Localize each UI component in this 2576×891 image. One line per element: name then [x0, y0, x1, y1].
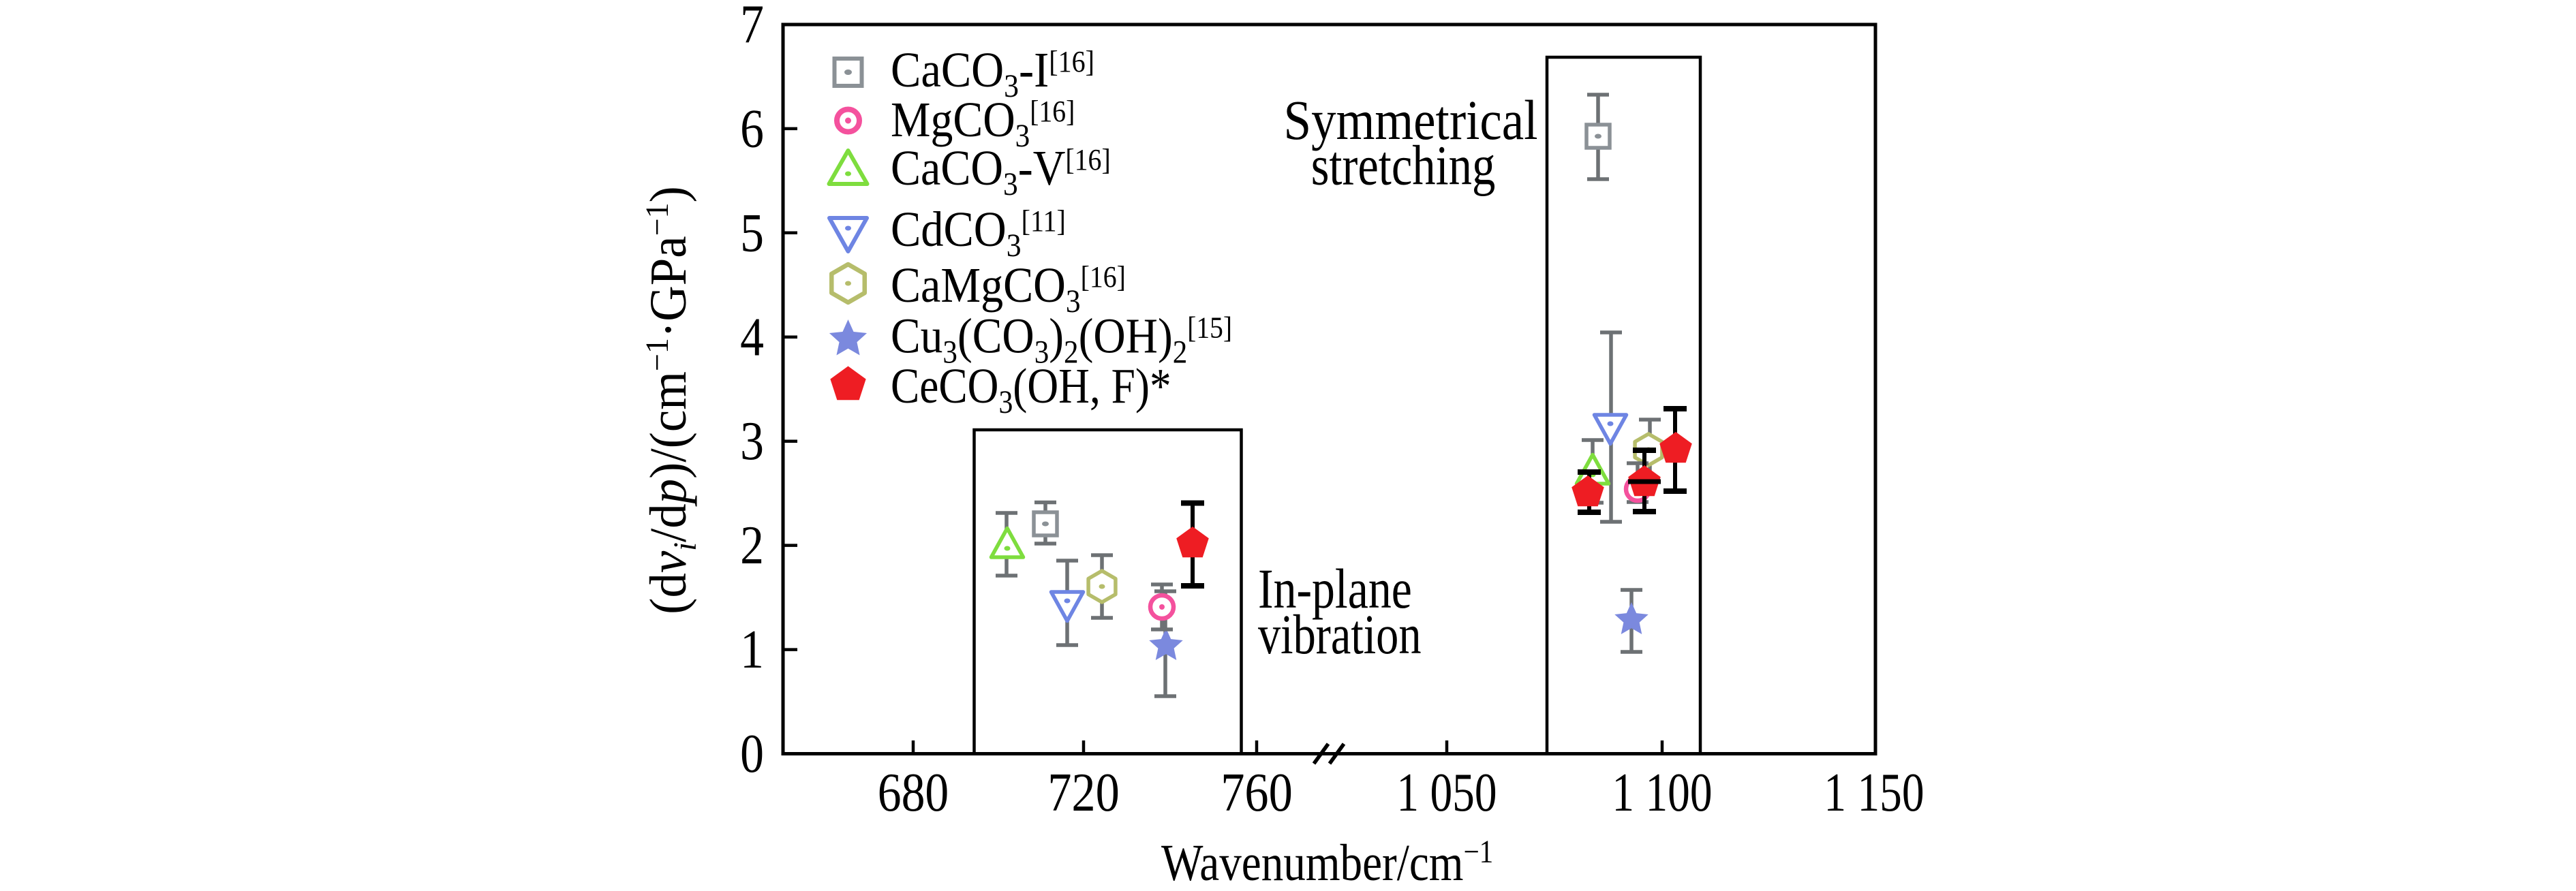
svg-text:1: 1 — [740, 619, 764, 680]
svg-text:720: 720 — [1047, 762, 1120, 823]
svg-text:0: 0 — [740, 723, 764, 784]
svg-text:760: 760 — [1221, 762, 1293, 823]
svg-text:1 150: 1 150 — [1824, 761, 1924, 822]
svg-text:4: 4 — [740, 307, 764, 368]
svg-text:CeCO3​(OH, F)*: CeCO3​(OH, F)* — [891, 358, 1171, 420]
svg-text:6: 6 — [740, 99, 764, 159]
svg-text:1 100: 1 100 — [1612, 761, 1712, 822]
svg-text:680: 680 — [878, 762, 949, 823]
svg-text:3: 3 — [740, 411, 764, 471]
svg-text:2: 2 — [740, 515, 764, 576]
svg-text:vibration: vibration — [1258, 604, 1422, 666]
svg-text:Wavenumber/cm−1: Wavenumber/cm−1 — [1161, 833, 1493, 891]
svg-text:1 050: 1 050 — [1396, 761, 1497, 822]
svg-text:7: 7 — [740, 0, 764, 55]
svg-text:In-plane: In-plane — [1258, 558, 1412, 621]
svg-text:5: 5 — [740, 203, 764, 264]
svg-text:Symmetrical: Symmetrical — [1284, 89, 1538, 151]
svg-text:stretching: stretching — [1311, 134, 1496, 197]
svg-text:CaMgCO3​[16]​: CaMgCO3​[16]​ — [891, 258, 1126, 319]
svg-text:MgCO3​[16]​: MgCO3​[16]​ — [891, 93, 1075, 154]
